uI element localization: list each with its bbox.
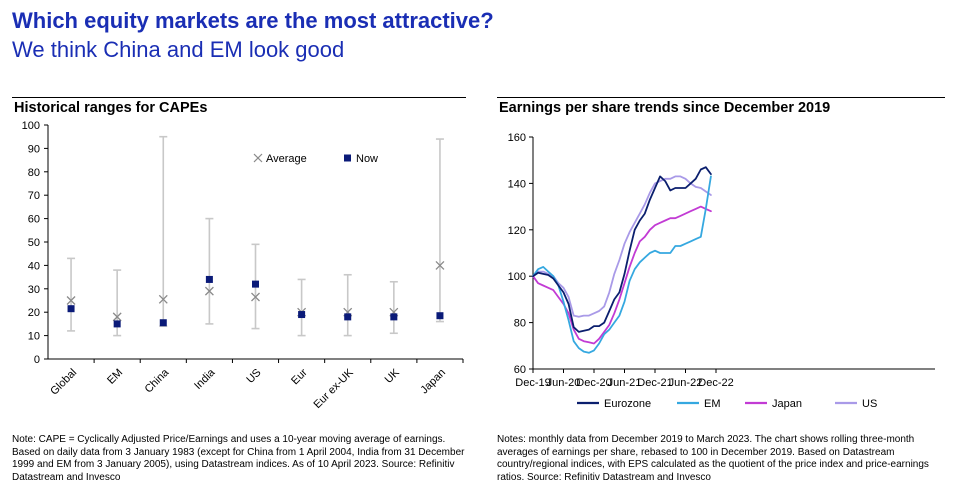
x-category-label: EM xyxy=(105,367,125,387)
cape-range-chart: 0 10 20 30 40 50 60 70 80 90 100 Global EM China India… xyxy=(22,120,464,411)
average-marker xyxy=(251,292,260,302)
legend: Average Now xyxy=(253,153,378,165)
legend-average-icon xyxy=(253,153,263,163)
y-tick-label: 90 xyxy=(28,143,40,155)
legend-item-em: EM xyxy=(677,398,721,410)
eps-line-chart: 60 80 100 120 140 160 Dec-19Jun-20Dec-20Jun-21… xyxy=(508,132,935,410)
y-tick-label: 40 xyxy=(28,260,40,272)
series-line-eurozone xyxy=(532,166,712,333)
y-tick-label: 30 xyxy=(28,284,40,296)
legend-item-japan: Japan xyxy=(745,398,802,410)
average-marker-stroke xyxy=(112,312,122,322)
y-tick-label: 0 xyxy=(34,354,40,366)
legend-label: US xyxy=(862,398,877,410)
average-marker xyxy=(158,294,168,304)
series-line-em xyxy=(532,175,712,354)
now-marker xyxy=(298,311,306,319)
y-tick-label: 80 xyxy=(514,318,526,330)
legend-item-eurozone: Eurozone xyxy=(577,398,651,410)
series-line-japan xyxy=(532,205,712,345)
average-marker xyxy=(66,296,76,305)
legend-now-label: Now xyxy=(356,153,378,165)
x-category-label: US xyxy=(244,367,263,386)
x-category-label: Japan xyxy=(418,367,448,397)
now-marker xyxy=(390,313,398,321)
x-category-label: China xyxy=(143,366,172,395)
y-tick-label: 10 xyxy=(28,331,40,343)
y-tick-label: 60 xyxy=(514,364,526,376)
now-marker xyxy=(205,275,213,283)
average-marker-stroke xyxy=(158,294,168,304)
legend-item-now: Now xyxy=(344,153,378,165)
average-marker-stroke xyxy=(66,296,76,305)
x-tick-label: Dec-20 xyxy=(576,377,611,389)
page-subtitle: We think China and EM look good xyxy=(12,37,345,62)
y-tick-label: 60 xyxy=(28,214,40,226)
average-marker xyxy=(435,260,445,270)
x-tick-label: Jun-20 xyxy=(547,377,581,389)
y-tick-label: 20 xyxy=(28,307,40,319)
average-marker-stroke xyxy=(435,260,445,270)
x-tick-label: Dec-22 xyxy=(698,377,733,389)
y-tick-label: 100 xyxy=(508,271,526,283)
legend-label: Japan xyxy=(772,398,802,410)
left-chart-top-rule xyxy=(12,97,466,98)
x-category-label: Global xyxy=(48,367,79,398)
x-category-label: UK xyxy=(383,366,403,386)
left-chart-title: Historical ranges for CAPEs xyxy=(14,100,208,116)
average-marker xyxy=(204,286,214,296)
legend-label: EM xyxy=(704,398,721,410)
x-category-label: Eur xyxy=(289,366,310,387)
right-chart-top-rule xyxy=(497,97,945,98)
legend-item-average: Average xyxy=(253,153,307,165)
x-tick-label: Dec-21 xyxy=(637,377,672,389)
average-marker xyxy=(112,312,122,322)
right-chart-note: Notes: monthly data from December 2019 t… xyxy=(497,434,929,483)
now-marker xyxy=(252,280,259,288)
y-tick-label: 120 xyxy=(508,225,526,237)
average-marker-stroke xyxy=(204,286,214,296)
legend-label: Eurozone xyxy=(604,398,651,410)
left-chart-note: Note: CAPE = Cyclically Adjusted Price/E… xyxy=(12,434,465,483)
series-line-us xyxy=(532,175,712,318)
now-marker xyxy=(113,320,121,328)
x-tick-label: Jun-21 xyxy=(608,377,642,389)
average-marker-stroke xyxy=(251,292,260,302)
legend-now-icon xyxy=(344,154,351,162)
x-category-label: Eur ex-UK xyxy=(311,366,356,411)
x-category-label: India xyxy=(192,366,218,392)
now-marker xyxy=(67,305,75,313)
now-marker xyxy=(344,313,352,321)
x-tick-label: Jun-22 xyxy=(669,377,703,389)
legend-item-us: US xyxy=(835,398,877,410)
now-marker xyxy=(159,319,167,327)
now-marker xyxy=(436,312,444,320)
legend-average-label: Average xyxy=(266,153,307,165)
y-tick-label: 100 xyxy=(22,120,40,132)
legend: Eurozone EM Japan US xyxy=(577,398,877,410)
x-tick-label: Dec-19 xyxy=(515,377,550,389)
y-tick-label: 70 xyxy=(28,190,40,202)
right-chart-title: Earnings per share trends since December… xyxy=(499,100,831,116)
page-title: Which equity markets are the most attrac… xyxy=(12,8,494,33)
y-tick-label: 80 xyxy=(28,167,40,179)
y-tick-label: 50 xyxy=(28,237,40,249)
y-tick-label: 160 xyxy=(508,132,526,144)
y-tick-label: 140 xyxy=(508,178,526,190)
